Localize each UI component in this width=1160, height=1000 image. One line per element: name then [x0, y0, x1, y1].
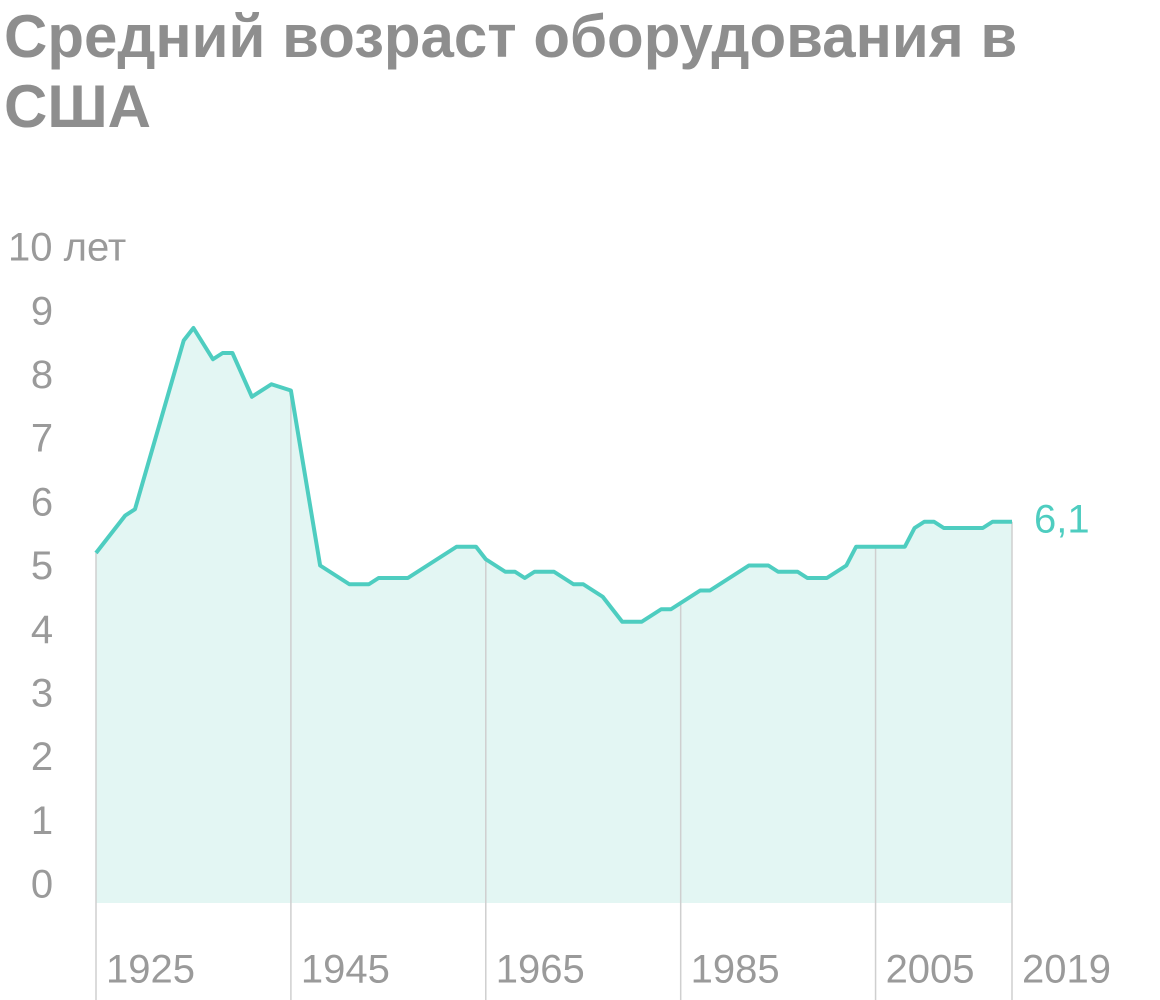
x-tick-label: 1965 [496, 948, 585, 992]
chart-title: Средний возраст оборудования в США [4, 3, 1018, 140]
y-tick-label: 3 [31, 671, 53, 715]
y-tick-label: 7 [31, 417, 53, 461]
y-tick-label: 10 лет [8, 226, 126, 270]
value-label: 6,1 [1034, 497, 1090, 541]
y-tick-label: 6 [31, 480, 53, 524]
x-tick-label: 1925 [106, 948, 195, 992]
y-tick-label: 0 [31, 863, 53, 907]
area-fill [96, 328, 1012, 903]
x-tick-label: 1985 [691, 948, 780, 992]
line [94, 326, 1012, 624]
x-tick-label: 1945 [301, 948, 390, 992]
y-tick-label: 9 [31, 289, 53, 333]
y-tick-label: 1 [31, 799, 53, 843]
y-tick-label: 4 [31, 608, 53, 652]
y-tick-label: 5 [31, 544, 53, 588]
y-tick-label: 8 [31, 353, 53, 397]
x-tick-label: 2005 [886, 948, 975, 992]
x-tick-label: 2019 [1022, 948, 1111, 992]
y-tick-label: 2 [31, 735, 53, 779]
